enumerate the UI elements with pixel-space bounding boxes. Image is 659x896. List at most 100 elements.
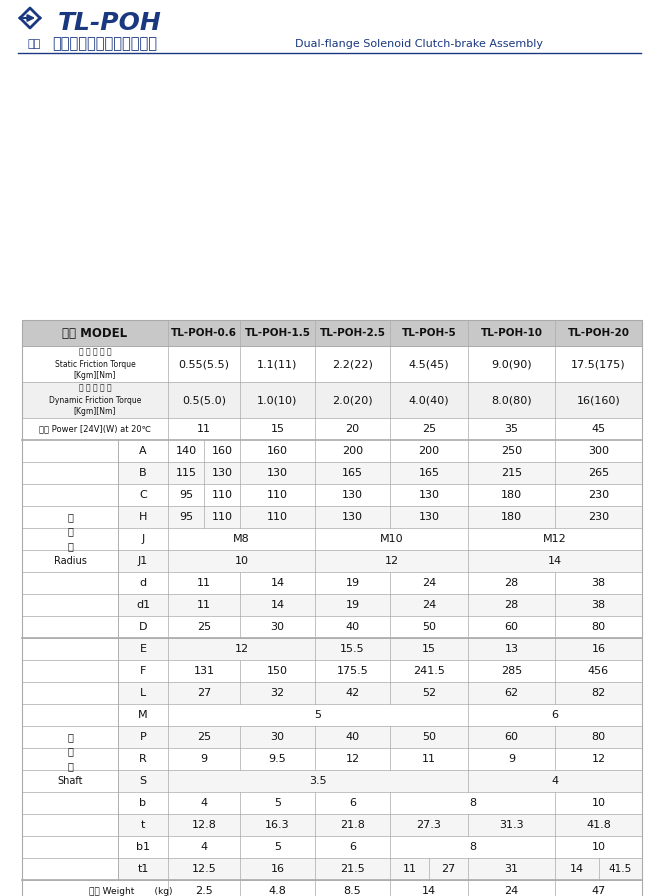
Bar xyxy=(22,346,642,382)
Text: 62: 62 xyxy=(504,688,519,698)
Text: 165: 165 xyxy=(342,468,363,478)
Text: L: L xyxy=(140,688,146,698)
Text: 60: 60 xyxy=(505,732,519,742)
Text: 12: 12 xyxy=(591,754,606,764)
Text: E: E xyxy=(140,644,146,654)
Text: TL-POH-2.5: TL-POH-2.5 xyxy=(320,328,386,338)
Text: 165: 165 xyxy=(418,468,440,478)
Text: 160: 160 xyxy=(212,446,233,456)
Text: 150: 150 xyxy=(267,666,288,676)
Bar xyxy=(22,484,642,506)
Bar xyxy=(22,880,642,896)
Bar xyxy=(22,858,642,880)
Text: 10: 10 xyxy=(592,842,606,852)
Text: 25: 25 xyxy=(197,622,211,632)
Text: 28: 28 xyxy=(504,600,519,610)
Text: 9.5: 9.5 xyxy=(269,754,287,764)
Text: 動 摩 擦 轉 矩
Dynamic Friction Torque
[Kgm][Nm]: 動 摩 擦 轉 矩 Dynamic Friction Torque [Kgm][… xyxy=(49,383,141,417)
Text: 130: 130 xyxy=(267,468,288,478)
Text: A: A xyxy=(139,446,147,456)
Text: 27: 27 xyxy=(197,688,211,698)
Text: t: t xyxy=(141,820,145,830)
Bar xyxy=(22,550,642,572)
Text: 16: 16 xyxy=(270,864,285,874)
Text: 靜 摩 擦 轉 矩
Static Friction Torque
[Kgm][Nm]: 靜 摩 擦 轉 矩 Static Friction Torque [Kgm][N… xyxy=(55,348,135,380)
Bar xyxy=(22,462,642,484)
Text: 21.8: 21.8 xyxy=(340,820,365,830)
Text: 軸
方
向
Shaft: 軸 方 向 Shaft xyxy=(57,732,83,786)
Bar xyxy=(22,320,642,896)
Text: b: b xyxy=(140,798,146,808)
Text: B: B xyxy=(139,468,147,478)
Text: M: M xyxy=(138,710,148,720)
Text: 2.2(22): 2.2(22) xyxy=(332,359,373,369)
Text: 4.0(40): 4.0(40) xyxy=(409,395,449,405)
Text: 27.3: 27.3 xyxy=(416,820,442,830)
Bar xyxy=(22,638,118,880)
Text: 300: 300 xyxy=(588,446,609,456)
Text: 50: 50 xyxy=(422,622,436,632)
Text: 130: 130 xyxy=(342,512,363,522)
Text: Dual-flange Solenoid Clutch-brake Assembly: Dual-flange Solenoid Clutch-brake Assemb… xyxy=(295,39,543,49)
Text: d: d xyxy=(140,578,146,588)
Text: TL-POH-1.5: TL-POH-1.5 xyxy=(244,328,310,338)
Text: 25: 25 xyxy=(197,732,211,742)
Text: 130: 130 xyxy=(418,490,440,500)
Bar xyxy=(22,320,642,346)
Text: 35: 35 xyxy=(505,424,519,434)
Text: 456: 456 xyxy=(588,666,609,676)
Text: 4: 4 xyxy=(200,798,208,808)
Text: 9: 9 xyxy=(200,754,208,764)
Bar xyxy=(22,638,642,660)
Text: 3.5: 3.5 xyxy=(309,776,327,786)
Text: 11: 11 xyxy=(197,578,211,588)
Text: 140: 140 xyxy=(175,446,196,456)
Text: 42: 42 xyxy=(345,688,360,698)
Text: 0.55(5.5): 0.55(5.5) xyxy=(179,359,229,369)
Text: 8.5: 8.5 xyxy=(343,886,361,896)
Text: d1: d1 xyxy=(136,600,150,610)
Text: H: H xyxy=(139,512,147,522)
Text: J: J xyxy=(142,534,144,544)
Text: 重量 Weight       (kg): 重量 Weight (kg) xyxy=(89,886,173,895)
Text: S: S xyxy=(140,776,146,786)
Text: 5: 5 xyxy=(314,710,322,720)
Text: 15: 15 xyxy=(422,644,436,654)
Text: 24: 24 xyxy=(422,578,436,588)
Bar xyxy=(22,418,642,440)
Text: 10: 10 xyxy=(592,798,606,808)
Bar xyxy=(22,506,642,528)
Bar xyxy=(22,572,642,594)
Text: 110: 110 xyxy=(267,490,288,500)
Text: 16: 16 xyxy=(592,644,606,654)
Text: 14: 14 xyxy=(270,600,285,610)
Text: 24: 24 xyxy=(422,600,436,610)
Text: 4.8: 4.8 xyxy=(269,886,287,896)
Text: 徑
方
向
Radius: 徑 方 向 Radius xyxy=(53,512,86,566)
Text: 8.0(80): 8.0(80) xyxy=(491,395,532,405)
Bar xyxy=(22,528,642,550)
Text: 0.5(5.0): 0.5(5.0) xyxy=(182,395,226,405)
Text: 雙法蘭電磁離合、煞車器組: 雙法蘭電磁離合、煞車器組 xyxy=(52,37,157,51)
Text: 6: 6 xyxy=(349,842,356,852)
Text: 2.5: 2.5 xyxy=(195,886,213,896)
Text: 215: 215 xyxy=(501,468,522,478)
Text: 8: 8 xyxy=(469,798,476,808)
Text: 41.5: 41.5 xyxy=(609,864,632,874)
Text: M8: M8 xyxy=(233,534,250,544)
Text: 12.8: 12.8 xyxy=(192,820,216,830)
Text: 16.3: 16.3 xyxy=(265,820,290,830)
Text: 241.5: 241.5 xyxy=(413,666,445,676)
Text: 5: 5 xyxy=(274,842,281,852)
Text: TL-POH-5: TL-POH-5 xyxy=(401,328,457,338)
Text: P: P xyxy=(140,732,146,742)
Text: F: F xyxy=(140,666,146,676)
Text: 110: 110 xyxy=(267,512,288,522)
Bar xyxy=(22,726,642,748)
Text: 31.3: 31.3 xyxy=(499,820,524,830)
Bar xyxy=(22,616,642,638)
Text: 47: 47 xyxy=(591,886,606,896)
Bar xyxy=(22,814,642,836)
Text: 115: 115 xyxy=(175,468,196,478)
Text: 11: 11 xyxy=(403,864,416,874)
